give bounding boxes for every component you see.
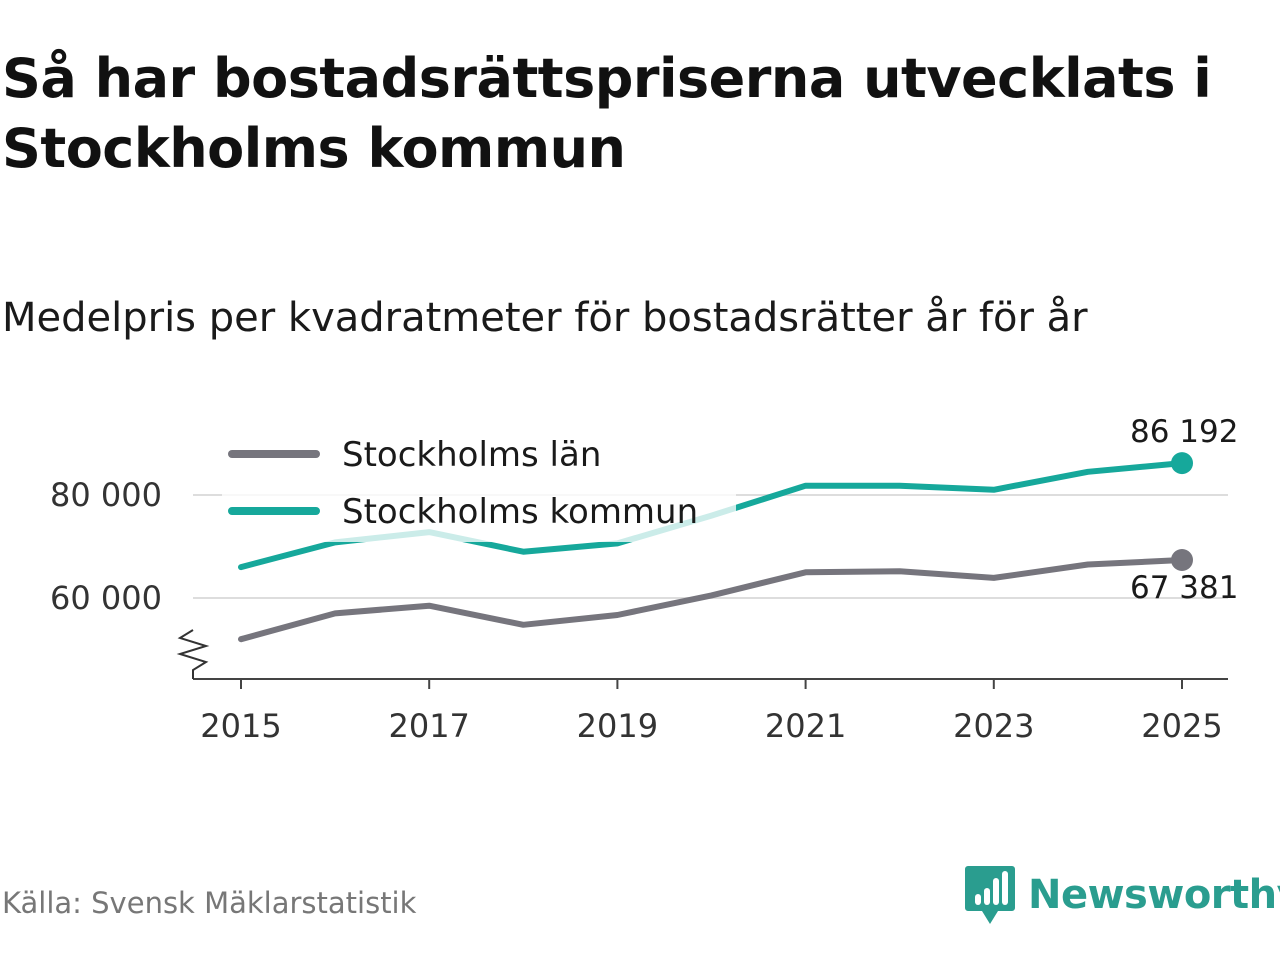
brand-name: Newsworthy [1028, 872, 1280, 918]
x-tick-label: 2021 [765, 707, 846, 745]
y-tick-label: 60 000 [50, 579, 162, 617]
series-end-point [1171, 548, 1193, 571]
legend-label: Stockholms län [342, 435, 601, 475]
brand-logo: Newsworthy [964, 864, 1280, 926]
x-tick-label: 2017 [388, 707, 469, 745]
chart-title: Så har bostadsrättspriserna utvecklats i… [2, 47, 1212, 180]
x-tick-label: 2023 [953, 707, 1034, 745]
line-chart: 60 000 80 000 2015 2017 2019 2021 2023 2025 67 3… [50, 414, 1238, 745]
series-end-label: 67 381 [1130, 570, 1238, 606]
y-tick-label: 80 000 [50, 476, 162, 514]
source-note: Källa: Svensk Mäklarstatistik [2, 886, 417, 920]
x-tick-label: 2019 [577, 707, 658, 745]
chart-subtitle: Medelpris per kvadratmeter för bostadsrä… [2, 295, 1088, 341]
series-end-point [1171, 452, 1193, 475]
legend-background [222, 424, 736, 542]
x-tick-label: 2025 [1141, 707, 1222, 745]
newsworthy-logo-icon [965, 866, 1015, 924]
legend-label: Stockholms kommun [342, 492, 698, 532]
series-line-stockholms-lan [238, 557, 1185, 643]
x-tick-label: 2015 [200, 707, 281, 745]
series-end-label: 86 192 [1130, 414, 1238, 450]
y-axis-break-icon [176, 629, 210, 679]
